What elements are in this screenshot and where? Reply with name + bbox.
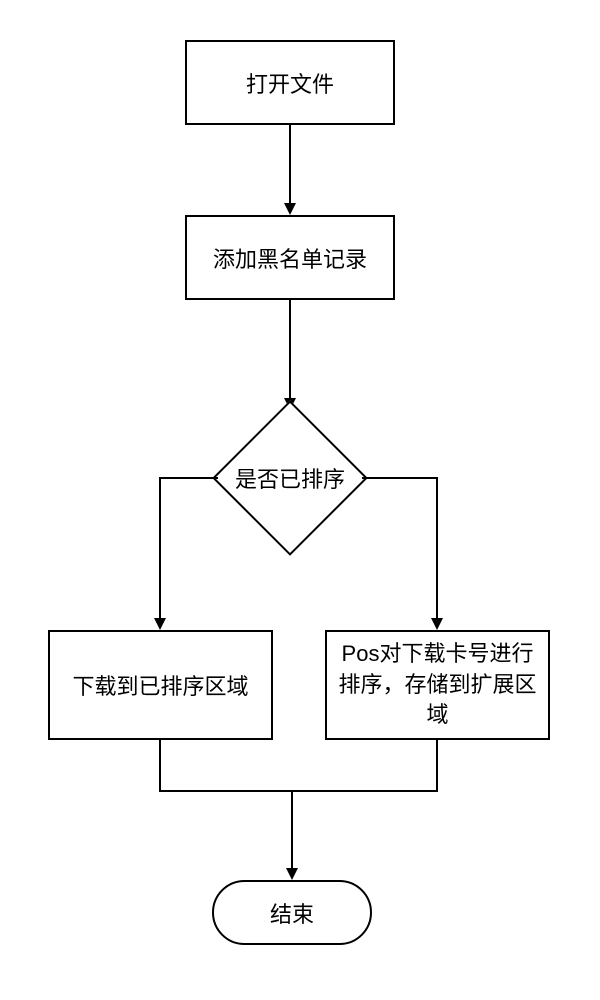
node-label: 是否已排序 (235, 462, 345, 494)
node-open-file: 打开文件 (185, 40, 395, 125)
edge-line (159, 477, 161, 618)
node-label: 打开文件 (246, 67, 334, 99)
node-label: 结束 (270, 897, 314, 929)
node-pos-sort: Pos对下载卡号进行排序，存储到扩展区域 (325, 630, 550, 740)
edge-line (362, 477, 437, 479)
node-end: 结束 (212, 880, 372, 945)
edge-arrowhead (286, 868, 298, 880)
edge-arrowhead (284, 203, 296, 215)
flowchart-container: 打开文件 添加黑名单记录 是否已排序 下载到已排序区域 Pos对下载卡号进行排序… (0, 0, 600, 1000)
node-label: 添加黑名单记录 (213, 242, 367, 274)
node-add-blacklist: 添加黑名单记录 (185, 215, 395, 300)
edge-arrowhead (154, 618, 166, 630)
edge-line (436, 740, 438, 790)
node-decision-sorted: 是否已排序 (212, 400, 368, 556)
node-label: Pos对下载卡号进行排序，存储到扩展区域 (335, 639, 540, 731)
edge-line (436, 477, 438, 618)
node-label: 下载到已排序区域 (72, 669, 248, 701)
edge-line (159, 790, 438, 792)
edge-line (291, 790, 293, 868)
edge-line (289, 300, 291, 398)
edge-line (159, 740, 161, 790)
edge-arrowhead (431, 618, 443, 630)
edge-line (160, 477, 218, 479)
edge-line (289, 125, 291, 203)
node-sorted-area: 下载到已排序区域 (48, 630, 273, 740)
